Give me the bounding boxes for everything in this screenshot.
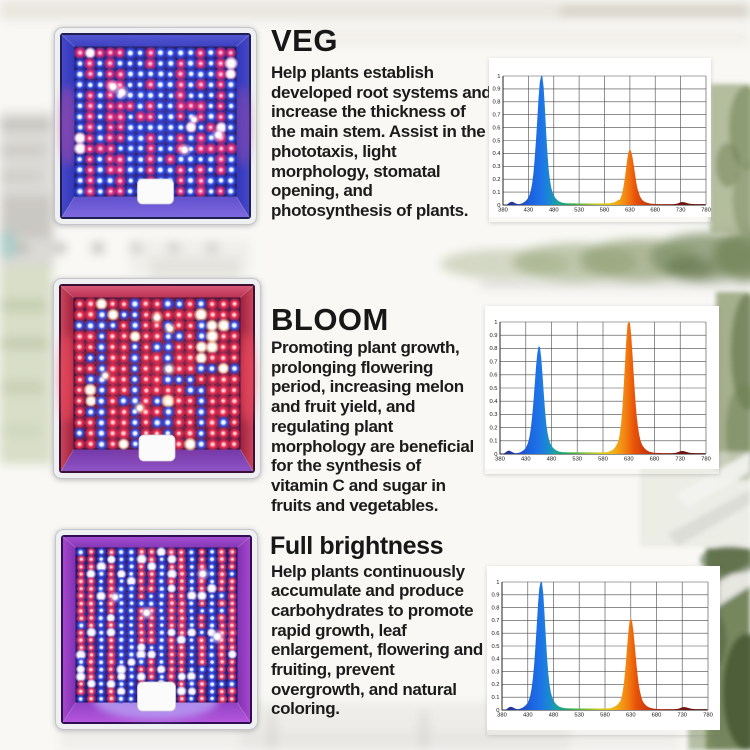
svg-text:1: 1 bbox=[497, 74, 500, 80]
svg-text:0.3: 0.3 bbox=[489, 412, 497, 418]
svg-text:0: 0 bbox=[496, 708, 499, 714]
svg-text:580: 580 bbox=[600, 713, 610, 719]
svg-text:0.2: 0.2 bbox=[492, 177, 500, 183]
svg-text:0.4: 0.4 bbox=[492, 151, 501, 157]
svg-text:0.4: 0.4 bbox=[489, 399, 498, 405]
svg-text:430: 430 bbox=[521, 457, 531, 463]
svg-text:730: 730 bbox=[675, 457, 685, 463]
svg-text:0.6: 0.6 bbox=[489, 373, 497, 379]
svg-text:680: 680 bbox=[650, 208, 660, 214]
svg-text:780: 780 bbox=[701, 457, 711, 463]
svg-text:530: 530 bbox=[574, 208, 584, 214]
svg-text:730: 730 bbox=[676, 208, 686, 214]
svg-text:630: 630 bbox=[625, 208, 635, 214]
svg-text:0.5: 0.5 bbox=[491, 644, 499, 650]
svg-text:0.1: 0.1 bbox=[492, 190, 500, 196]
svg-text:0.8: 0.8 bbox=[489, 346, 497, 352]
svg-text:780: 780 bbox=[703, 713, 713, 719]
svg-text:0.3: 0.3 bbox=[492, 164, 500, 170]
svg-text:1: 1 bbox=[496, 580, 499, 586]
svg-text:580: 580 bbox=[598, 457, 608, 463]
svg-text:580: 580 bbox=[600, 208, 610, 214]
svg-text:480: 480 bbox=[547, 457, 557, 463]
svg-text:0.7: 0.7 bbox=[489, 359, 497, 365]
svg-text:1: 1 bbox=[494, 320, 497, 326]
svg-text:0.7: 0.7 bbox=[491, 618, 499, 624]
svg-text:0.6: 0.6 bbox=[491, 631, 499, 637]
svg-text:630: 630 bbox=[624, 457, 634, 463]
svg-text:430: 430 bbox=[524, 208, 534, 214]
svg-text:0.2: 0.2 bbox=[489, 425, 497, 431]
svg-text:0.8: 0.8 bbox=[491, 605, 499, 611]
svg-text:530: 530 bbox=[572, 457, 582, 463]
svg-text:380: 380 bbox=[495, 457, 505, 463]
svg-text:0.9: 0.9 bbox=[491, 593, 499, 599]
svg-text:0.1: 0.1 bbox=[489, 439, 497, 445]
svg-text:0.5: 0.5 bbox=[489, 386, 497, 392]
svg-text:530: 530 bbox=[574, 713, 584, 719]
svg-text:680: 680 bbox=[650, 457, 660, 463]
svg-text:430: 430 bbox=[523, 713, 533, 719]
svg-text:0.4: 0.4 bbox=[491, 657, 500, 663]
svg-text:480: 480 bbox=[549, 713, 559, 719]
svg-text:0.3: 0.3 bbox=[491, 669, 499, 675]
svg-text:680: 680 bbox=[652, 713, 662, 719]
svg-text:0: 0 bbox=[497, 203, 500, 209]
svg-text:730: 730 bbox=[677, 713, 687, 719]
svg-text:630: 630 bbox=[626, 713, 636, 719]
svg-text:0.1: 0.1 bbox=[491, 695, 499, 701]
svg-text:0.5: 0.5 bbox=[492, 138, 500, 144]
svg-text:0.9: 0.9 bbox=[489, 333, 497, 339]
svg-text:0.6: 0.6 bbox=[492, 125, 500, 131]
svg-text:0.9: 0.9 bbox=[492, 87, 500, 93]
svg-text:0.7: 0.7 bbox=[492, 113, 500, 119]
svg-text:0.8: 0.8 bbox=[492, 100, 500, 106]
svg-text:0: 0 bbox=[494, 452, 497, 458]
svg-text:780: 780 bbox=[701, 208, 711, 214]
svg-text:480: 480 bbox=[549, 208, 559, 214]
svg-text:0.2: 0.2 bbox=[491, 682, 499, 688]
svg-text:380: 380 bbox=[497, 713, 507, 719]
svg-text:380: 380 bbox=[498, 208, 508, 214]
